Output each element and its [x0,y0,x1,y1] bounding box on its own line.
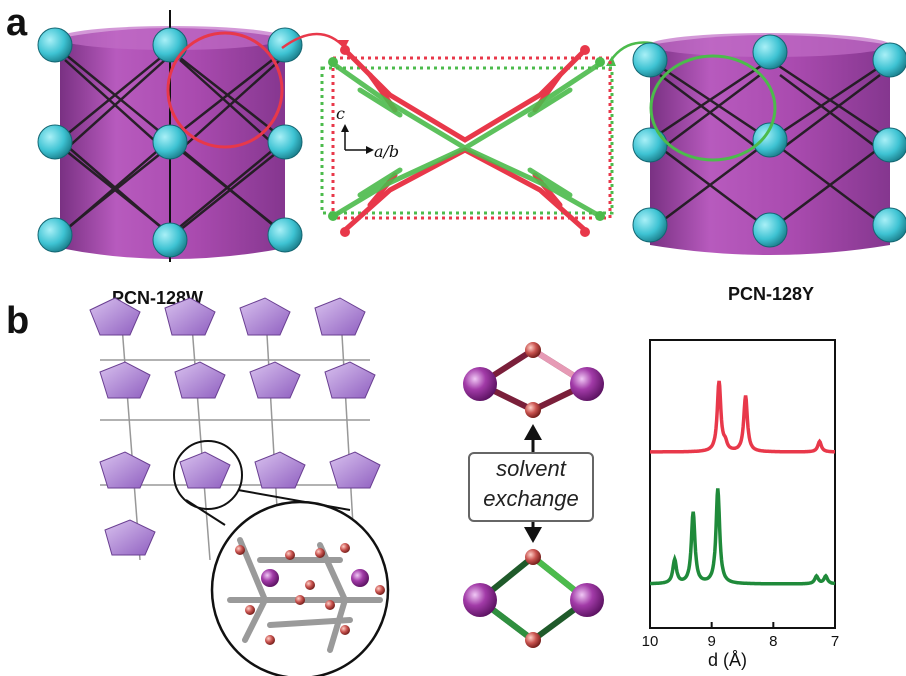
exchange-line-2: exchange [483,486,579,511]
x-tick-label: 10 [642,633,659,650]
red-arrow [281,32,346,50]
axis-ab-label: a/b [374,142,400,161]
exchange-line-1: solvent [496,456,566,481]
rhombus-red [463,342,604,418]
x-tick-label: 8 [769,633,777,650]
rhombus-green [463,549,604,648]
pxrd-series-red [650,380,835,454]
solvent-exchange-label: solvent exchange [468,452,594,522]
x-tick-label: 9 [707,633,715,650]
x-tick-label: 7 [831,633,839,650]
right-structure-label: PCN-128Y [728,284,815,304]
panel-b-label: b [6,300,30,342]
pcn-128y-framework [632,33,906,255]
unit-cell-overlay [320,45,614,237]
polyhedra-framework [89,297,390,676]
chart-xlabel: d (Å) [708,650,748,670]
panel-a-label: a [6,2,28,44]
pxrd-chart: 10 9 8 7 [642,339,839,650]
pcn-128w-framework [37,10,303,262]
axis-c-label: c [336,104,345,123]
pxrd-series-green [650,488,836,586]
